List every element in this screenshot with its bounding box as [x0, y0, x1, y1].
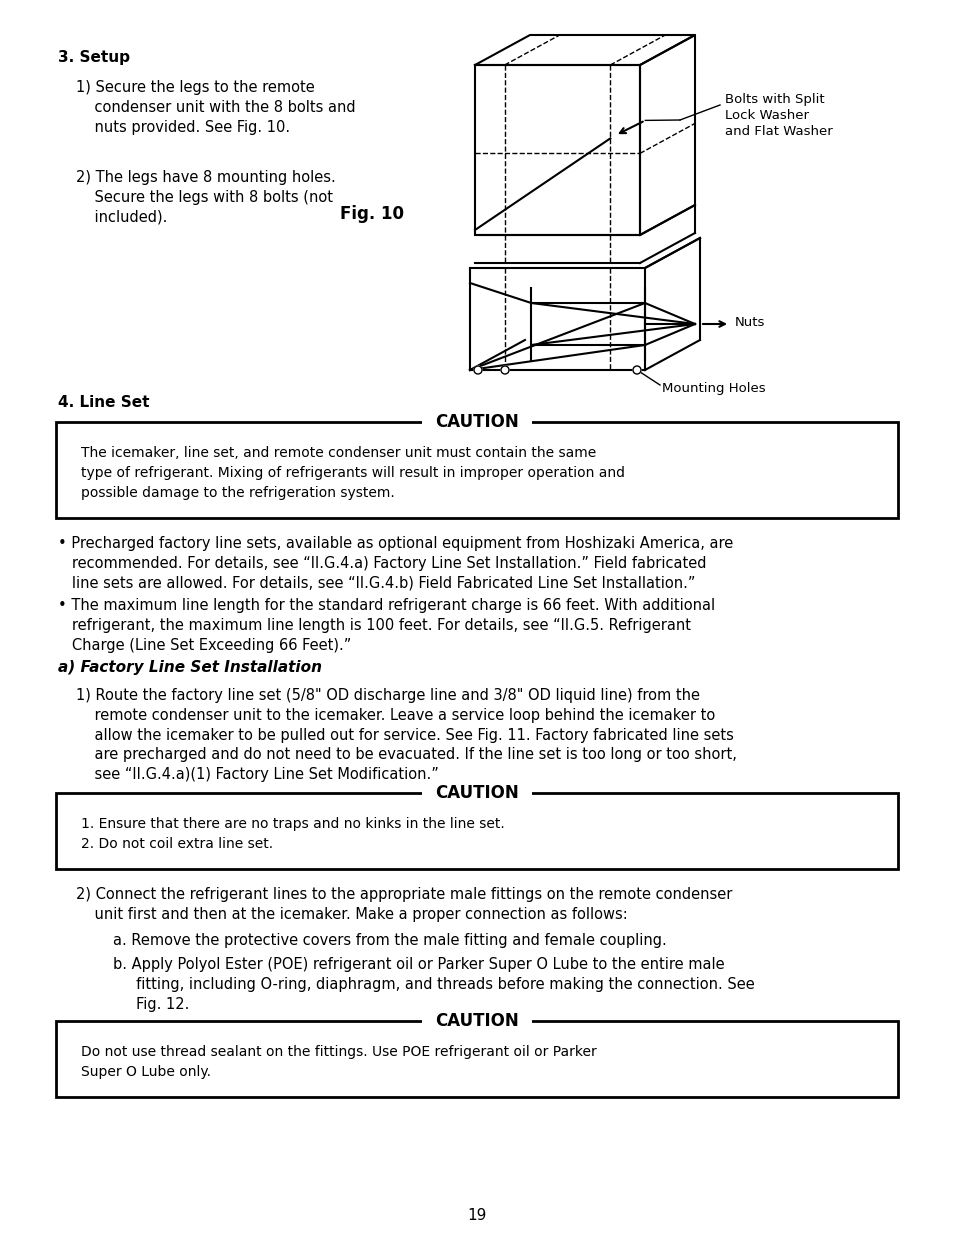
Text: 3. Setup: 3. Setup: [58, 49, 130, 65]
Circle shape: [500, 366, 509, 374]
Text: CAUTION: CAUTION: [435, 1011, 518, 1030]
Text: Fig. 10: Fig. 10: [339, 205, 403, 224]
Circle shape: [474, 366, 481, 374]
Text: 2) Connect the refrigerant lines to the appropriate male fittings on the remote : 2) Connect the refrigerant lines to the …: [76, 887, 732, 921]
Circle shape: [633, 366, 640, 374]
Text: • Precharged factory line sets, available as optional equipment from Hoshizaki A: • Precharged factory line sets, availabl…: [58, 536, 733, 590]
Text: a. Remove the protective covers from the male fitting and female coupling.: a. Remove the protective covers from the…: [112, 932, 666, 948]
Bar: [56, 422, 897, 517]
Text: Super O Lube only.: Super O Lube only.: [81, 1065, 211, 1079]
Text: 1. Ensure that there are no traps and no kinks in the line set.: 1. Ensure that there are no traps and no…: [81, 818, 504, 831]
Bar: [421, 1011, 532, 1030]
Text: 2. Do not coil extra line set.: 2. Do not coil extra line set.: [81, 837, 273, 851]
Text: 1) Secure the legs to the remote
    condenser unit with the 8 bolts and
    nut: 1) Secure the legs to the remote condens…: [76, 80, 355, 135]
Bar: [56, 1021, 897, 1097]
Bar: [421, 412, 532, 431]
Text: a) Factory Line Set Installation: a) Factory Line Set Installation: [58, 659, 322, 676]
Text: 19: 19: [467, 1208, 486, 1223]
Text: Nuts: Nuts: [734, 316, 764, 329]
Text: Bolts with Split
Lock Washer
and Flat Washer: Bolts with Split Lock Washer and Flat Wa…: [724, 93, 832, 138]
Text: CAUTION: CAUTION: [435, 412, 518, 431]
Text: 1) Route the factory line set (5/8" OD discharge line and 3/8" OD liquid line) f: 1) Route the factory line set (5/8" OD d…: [76, 688, 736, 782]
Bar: [421, 784, 532, 802]
Text: The icemaker, line set, and remote condenser unit must contain the same: The icemaker, line set, and remote conde…: [81, 446, 596, 459]
Text: possible damage to the refrigeration system.: possible damage to the refrigeration sys…: [81, 487, 395, 500]
Text: • The maximum line length for the standard refrigerant charge is 66 feet. With a: • The maximum line length for the standa…: [58, 598, 715, 652]
Text: type of refrigerant. Mixing of refrigerants will result in improper operation an: type of refrigerant. Mixing of refrigera…: [81, 466, 624, 480]
Text: CAUTION: CAUTION: [435, 784, 518, 802]
Bar: [56, 793, 897, 869]
Text: Do not use thread sealant on the fittings. Use POE refrigerant oil or Parker: Do not use thread sealant on the fitting…: [81, 1045, 597, 1058]
Text: b. Apply Polyol Ester (POE) refrigerant oil or Parker Super O Lube to the entire: b. Apply Polyol Ester (POE) refrigerant …: [112, 957, 754, 1011]
Text: 4. Line Set: 4. Line Set: [58, 395, 150, 410]
Text: Mounting Holes: Mounting Holes: [661, 382, 765, 395]
Text: 2) The legs have 8 mounting holes.
    Secure the legs with 8 bolts (not
    inc: 2) The legs have 8 mounting holes. Secur…: [76, 170, 335, 225]
